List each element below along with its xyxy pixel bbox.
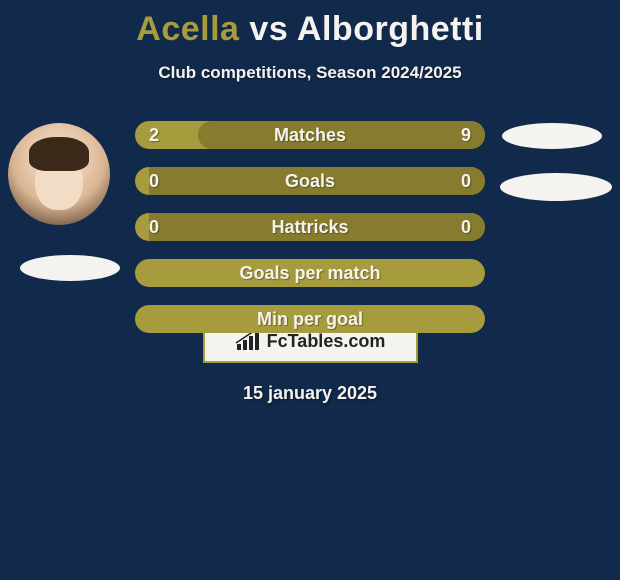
stat-label: Goals (135, 167, 485, 195)
stat-bar-matches: 2 Matches 9 (135, 121, 485, 149)
stat-bar-hattricks: 0 Hattricks 0 (135, 213, 485, 241)
stat-bar-min-per-goal: Min per goal (135, 305, 485, 333)
footer-date: 15 january 2025 (0, 383, 620, 404)
stat-label: Min per goal (135, 305, 485, 333)
vs-label: vs (249, 10, 288, 48)
subtitle: Club competitions, Season 2024/2025 (0, 63, 620, 83)
page-title: Acella vs Alborghetti (0, 0, 620, 49)
stat-bars: 2 Matches 9 0 Goals 0 0 Hattricks 0 Goal… (135, 121, 485, 351)
stat-bar-goals: 0 Goals 0 (135, 167, 485, 195)
stat-label: Goals per match (135, 259, 485, 287)
stat-right-value: 9 (461, 121, 471, 149)
stat-bar-goals-per-match: Goals per match (135, 259, 485, 287)
placeholder-ellipse-right-1 (502, 123, 602, 149)
stat-label: Hattricks (135, 213, 485, 241)
stat-right-value: 0 (461, 167, 471, 195)
stat-label: Matches (135, 121, 485, 149)
player1-avatar (8, 123, 110, 225)
placeholder-ellipse-left (20, 255, 120, 281)
stat-right-value: 0 (461, 213, 471, 241)
player1-name: Acella (136, 10, 239, 48)
player2-name: Alborghetti (297, 10, 484, 48)
placeholder-ellipse-right-2 (500, 173, 612, 201)
